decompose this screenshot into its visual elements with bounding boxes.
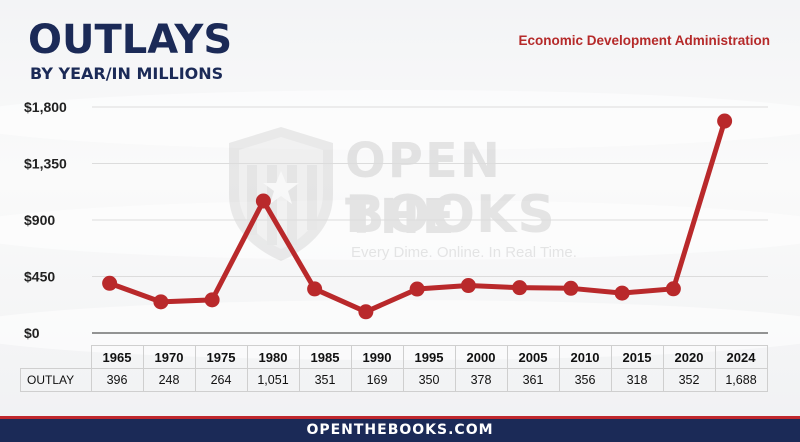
data-point-2024 [717, 113, 733, 129]
data-label: 248 [142, 368, 196, 392]
year-label: 2010 [558, 345, 612, 369]
row-label: OUTLAY [20, 368, 92, 392]
agency-name: Economic Development Administration [518, 33, 770, 48]
data-label: 169 [350, 368, 404, 392]
y-tick-label: $0 [24, 325, 40, 341]
data-label: 264 [194, 368, 248, 392]
year-label: 1975 [194, 345, 248, 369]
chart-subtitle: BY YEAR/IN MILLIONS [30, 64, 224, 83]
chart-title: OUTLAYS [28, 17, 233, 63]
data-label: 378 [454, 368, 508, 392]
y-tick-label: $900 [24, 212, 55, 228]
data-label: 352 [662, 368, 716, 392]
table-corner [21, 346, 92, 369]
data-label: 1,051 [246, 368, 300, 392]
data-label: 350 [402, 368, 456, 392]
year-label: 1985 [298, 345, 352, 369]
data-point-1985 [307, 281, 323, 297]
data-label: 1,688 [714, 368, 768, 392]
data-label: 351 [298, 368, 352, 392]
data-point-2010 [563, 280, 579, 296]
year-label: 2005 [506, 345, 560, 369]
outlay-row: OUTLAY 396 248 264 1,051 351 169 350 378 361 356 3… [20, 368, 768, 392]
data-point-2015 [614, 285, 630, 301]
y-tick-label: $450 [24, 269, 55, 285]
year-label: 1970 [142, 345, 196, 369]
data-point-1990 [358, 304, 374, 320]
data-point-1970 [153, 294, 169, 310]
data-point-2005 [512, 280, 528, 296]
year-label: 2000 [454, 345, 508, 369]
data-point-1980 [255, 193, 271, 209]
year-label: 2024 [714, 345, 768, 369]
footer-banner: OPENTHEBOOKS.COM [0, 416, 800, 442]
data-table: 1965 1970 1975 1980 1985 1990 1995 2000 2005 2010… [20, 345, 768, 392]
data-point-1995 [409, 281, 425, 297]
data-point-1965 [102, 275, 118, 291]
data-label: 361 [506, 368, 560, 392]
year-label: 1980 [246, 345, 300, 369]
data-point-1975 [204, 292, 220, 308]
y-tick-label: $1,800 [24, 99, 67, 115]
data-label: 318 [610, 368, 664, 392]
year-label: 2020 [662, 345, 716, 369]
data-point-2020 [665, 281, 681, 297]
year-label: 1995 [402, 345, 456, 369]
year-label: 2015 [610, 345, 664, 369]
y-tick-label: $1,350 [24, 156, 67, 172]
year-row: 1965 1970 1975 1980 1985 1990 1995 2000 2005 2010… [21, 345, 768, 369]
year-label: 1990 [350, 345, 404, 369]
year-label: 1965 [90, 345, 144, 369]
data-label: 356 [558, 368, 612, 392]
data-point-2000 [460, 278, 476, 294]
data-label: 396 [90, 368, 144, 392]
